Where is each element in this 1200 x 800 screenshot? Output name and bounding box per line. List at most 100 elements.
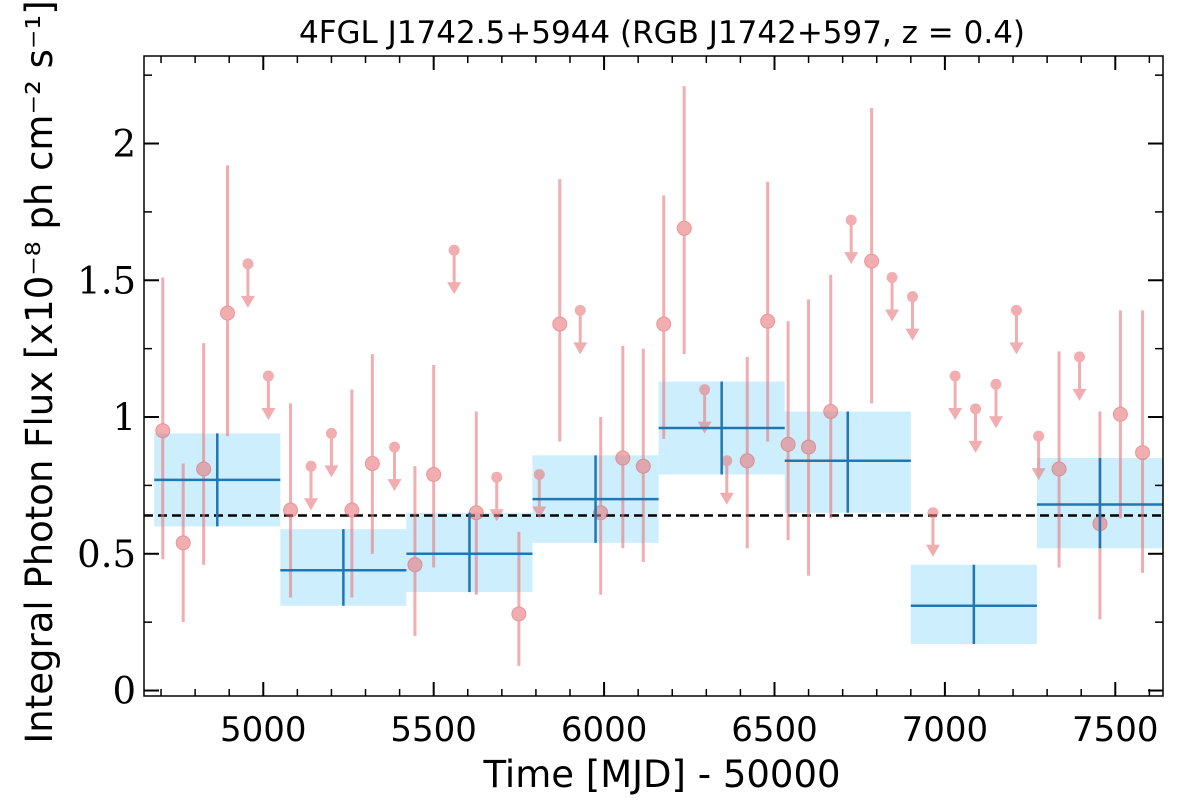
upper-limit-marker xyxy=(533,468,545,480)
short-bin-41 xyxy=(1009,304,1024,355)
short-bin-23 xyxy=(635,348,651,562)
plot-axes xyxy=(143,55,1164,697)
x-tick-label: 6000 xyxy=(561,710,648,750)
upper-limit-marker xyxy=(927,507,939,519)
upper-limit-marker xyxy=(388,441,400,453)
upper-limit-arrow xyxy=(324,465,339,478)
short-bin-31 xyxy=(801,299,817,576)
short-bin-32 xyxy=(823,274,839,519)
short-bin-20 xyxy=(573,304,588,355)
short-bin-11 xyxy=(387,441,402,492)
long-bin-1 xyxy=(280,529,407,606)
flux-point xyxy=(593,505,609,521)
y-tick-label: 0.5 xyxy=(77,533,136,576)
upper-limit-arrow xyxy=(925,544,940,557)
short-bin-16 xyxy=(489,471,504,522)
short-bin-27 xyxy=(719,455,734,505)
short-bin-7 xyxy=(303,460,318,511)
short-bin-5 xyxy=(261,370,276,420)
flux-point xyxy=(864,253,880,269)
upper-limit-marker xyxy=(242,258,254,270)
short-bin-19 xyxy=(552,179,568,442)
upper-limit-marker xyxy=(325,427,337,439)
upper-limit-marker xyxy=(1074,351,1086,363)
flux-point xyxy=(511,606,527,622)
flux-point xyxy=(1051,461,1067,477)
upper-limit-marker xyxy=(907,291,919,303)
short-bin-9 xyxy=(344,389,360,598)
y-axis-label: Integral Photon Flux [x10⁻⁸ ph cm⁻² s⁻¹] xyxy=(18,0,61,743)
upper-limit-arrow xyxy=(573,342,588,355)
short-bin-3 xyxy=(219,165,235,437)
short-bin-44 xyxy=(1072,351,1087,401)
short-bin-15 xyxy=(468,411,484,595)
short-bin-12 xyxy=(407,466,423,636)
y-tick-label: 1 xyxy=(112,396,136,439)
upper-limit-arrow xyxy=(489,509,504,522)
x-axis-label: Time [MJD] - 50000 xyxy=(482,753,840,796)
short-bin-10 xyxy=(364,354,380,554)
long-bin-crosses xyxy=(154,381,1163,645)
short-bin-40 xyxy=(989,378,1004,429)
upper-limit-arrow xyxy=(844,252,859,265)
upper-limit-arrow xyxy=(1072,388,1087,401)
upper-limit-marker xyxy=(262,370,274,382)
upper-limit-marker xyxy=(721,455,733,467)
y-tick-label: 0 xyxy=(112,670,136,713)
upper-limit-arrow xyxy=(948,408,963,420)
short-bin-18 xyxy=(532,468,547,519)
flux-point xyxy=(635,458,651,474)
flux-point xyxy=(364,456,380,472)
flux-point xyxy=(468,505,484,521)
flux-point xyxy=(196,461,212,477)
x-tick-label: 7000 xyxy=(902,710,989,750)
upper-limit-arrow xyxy=(532,506,547,519)
short-bin-38 xyxy=(948,370,963,420)
upper-limit-marker xyxy=(845,214,857,226)
upper-limit-marker xyxy=(305,460,317,472)
long-bin-0 xyxy=(154,433,281,527)
x-tick-label: 5500 xyxy=(390,710,477,750)
short-bin-28 xyxy=(739,356,755,549)
short-bin-30 xyxy=(780,321,796,541)
short-bin-2 xyxy=(196,343,212,565)
short-bin-22 xyxy=(615,345,631,549)
x-tick-label: 6500 xyxy=(731,710,818,750)
x-tick-label: 5000 xyxy=(220,710,307,750)
flux-point xyxy=(283,502,299,518)
flux-point xyxy=(739,453,755,469)
long-bin-4 xyxy=(658,381,785,475)
flux-point xyxy=(552,316,568,332)
long-bin-5 xyxy=(784,411,911,513)
short-bin-39 xyxy=(968,403,983,453)
upper-limit-arrow xyxy=(261,408,276,420)
flux-point xyxy=(801,439,817,455)
short-bin-46 xyxy=(1112,310,1128,519)
short-bin-35 xyxy=(885,272,900,322)
short-bin-29 xyxy=(760,181,776,442)
upper-limit-arrow xyxy=(968,440,983,453)
chart-title: 4FGL J1742.5+5944 (RGB J1742+597, z = 0.… xyxy=(299,15,1025,51)
tick-labels: 5000 5500 6000 6500 7000 7500 0 0.5 1 1.5 2 xyxy=(77,123,1158,750)
flux-point xyxy=(760,313,776,329)
short-bin-43 xyxy=(1051,351,1067,568)
upper-limit-marker xyxy=(1010,304,1022,316)
short-bin-34 xyxy=(864,107,880,404)
short-bin-8 xyxy=(324,427,339,478)
upper-limit-marker xyxy=(1033,430,1045,442)
upper-limit-arrow xyxy=(387,479,402,492)
flux-point xyxy=(175,535,191,551)
flux-point xyxy=(344,502,360,518)
short-bin-33 xyxy=(844,214,859,265)
upper-limit-arrow xyxy=(447,282,462,295)
upper-limit-arrow xyxy=(885,309,900,322)
long-bin-7 xyxy=(1036,458,1163,549)
upper-limit-arrow xyxy=(240,295,255,308)
short-bin-6 xyxy=(283,403,299,598)
short-bin-4 xyxy=(240,258,255,308)
upper-limit-marker xyxy=(990,378,1002,390)
upper-limit-marker xyxy=(699,384,711,396)
flux-point xyxy=(219,305,235,321)
upper-limit-marker xyxy=(949,370,961,382)
short-bin-1 xyxy=(175,463,191,623)
